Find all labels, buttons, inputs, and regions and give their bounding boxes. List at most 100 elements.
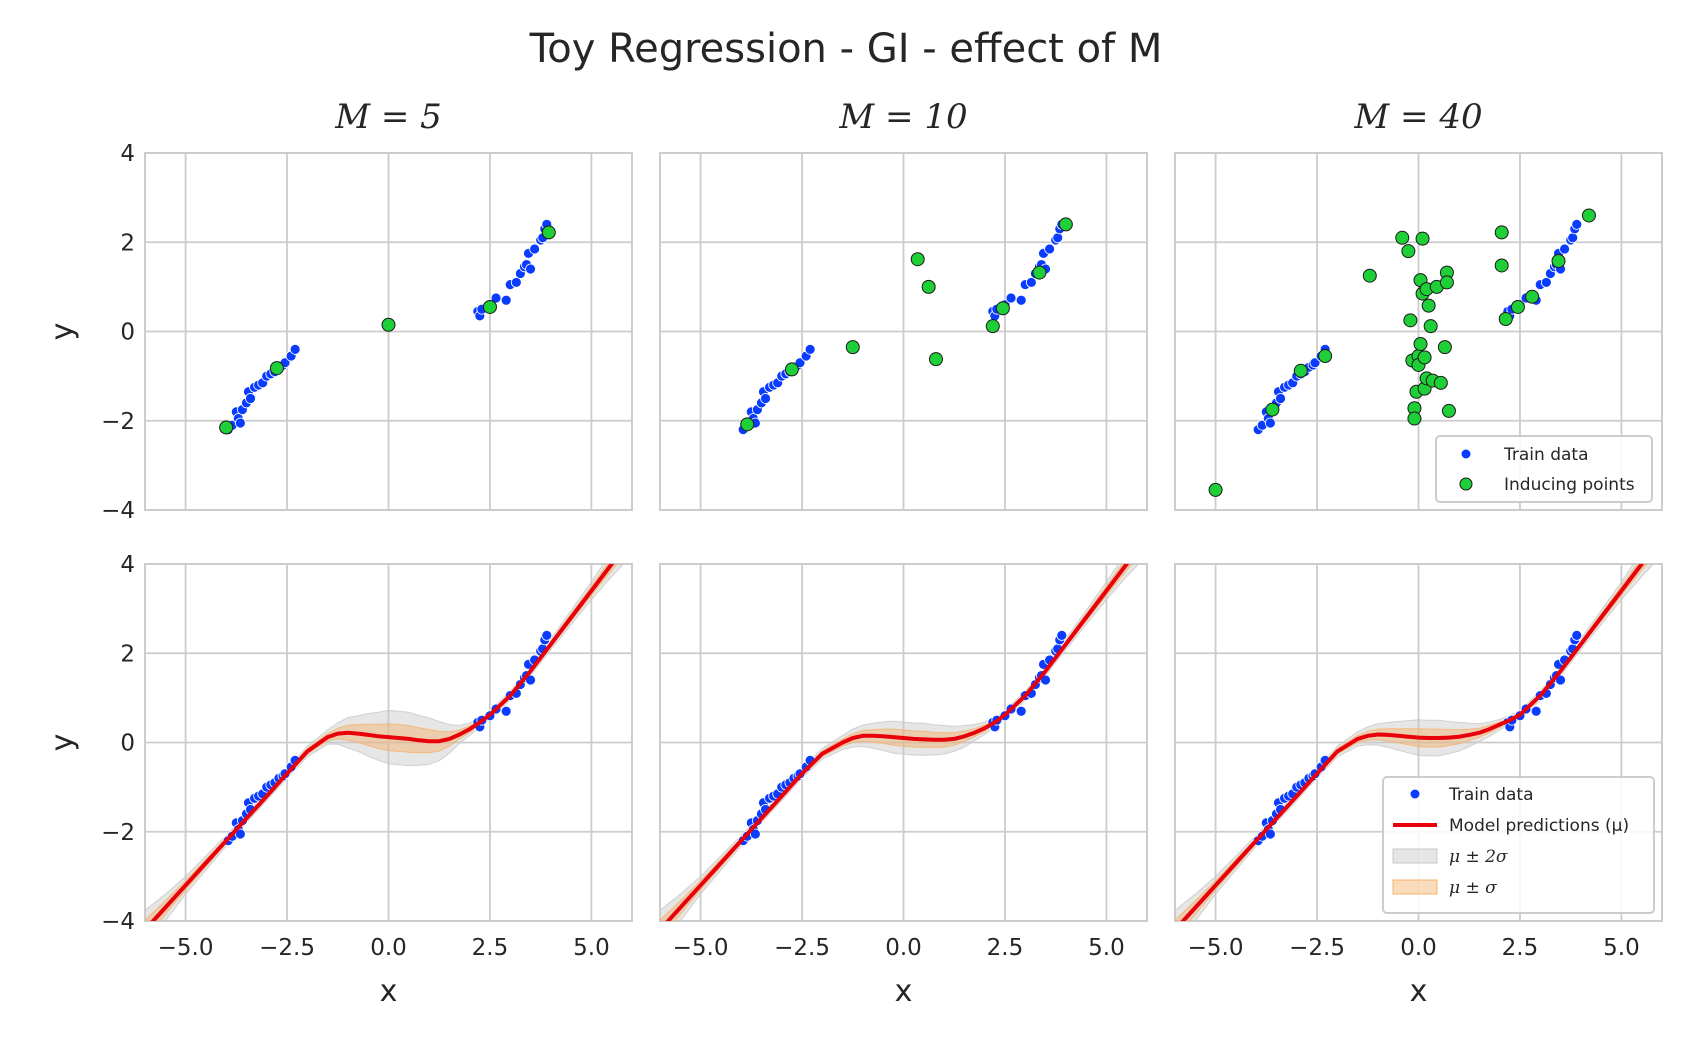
chart-5-prediction-line (1180, 564, 1645, 921)
chart-2-inducing-point-6 (1401, 244, 1416, 259)
chart-2-inducing-point-7 (1403, 313, 1418, 328)
chart-4-band-2sigma (660, 564, 1140, 921)
chart-0-spines (144, 152, 633, 511)
chart-2-inducing-point-10 (1407, 411, 1422, 426)
chart-5-spines (1174, 563, 1663, 922)
chart-0-train-point-33 (529, 243, 540, 255)
chart-5-legend-train-marker (1410, 789, 1420, 799)
chart-2-train-point-17 (1309, 357, 1321, 369)
chart-0-inducing-point-1 (269, 361, 284, 376)
chart-1-train-point-8 (760, 393, 771, 404)
chart-4-xtick-1: −2.5 (774, 935, 830, 961)
chart-4-xtick-3: 2.5 (987, 935, 1024, 961)
chart-4-plot-area (660, 564, 1140, 921)
chart-5-xtick-2: 0.0 (1400, 935, 1437, 961)
chart-1-inducing-point-3 (910, 252, 925, 267)
chart-1-train-point-24 (1005, 292, 1017, 304)
chart-2-inducing-point-4 (1362, 268, 1377, 283)
chart-4-xtick-4: 5.0 (1088, 935, 1125, 961)
chart-2-inducing-point-2 (1293, 363, 1308, 378)
chart-3-xlabel: x (380, 974, 398, 1009)
chart-5-legend-band1-marker (1392, 879, 1438, 895)
chart-2-train-point-27 (1540, 277, 1552, 288)
chart-0-ytick-0: −4 (101, 498, 135, 524)
chart-3-xtick-4: 5.0 (573, 935, 610, 961)
chart-5-band-1sigma (1175, 564, 1648, 921)
chart-1-train-point-27 (1025, 277, 1037, 288)
chart-2-inducing-point-17 (1415, 231, 1430, 246)
chart-5-xtick-3: 2.5 (1502, 935, 1539, 961)
chart-3-xtick-1: −2.5 (259, 935, 315, 961)
chart-5-xtick-0: −5.0 (1188, 935, 1244, 961)
chart-2-legend-train-marker (1461, 449, 1471, 459)
chart-0-train-point-27 (510, 277, 522, 288)
chart-0-train-point-4 (234, 417, 246, 429)
chart-1-inducing-point-1 (784, 362, 799, 377)
chart-2-inducing-point-5 (1395, 230, 1410, 245)
chart-1-inducing-point-5 (928, 352, 943, 367)
chart-2-panel: M = 40 Train data Inducing points (1174, 97, 1663, 511)
chart-1-inducing-point-0 (740, 417, 755, 432)
chart-1-inducing-point-8 (1032, 265, 1047, 280)
chart-2-plot-area (1208, 208, 1596, 497)
figure-title: Toy Regression - GI - effect of M (529, 26, 1163, 72)
chart-0-train-point-32 (525, 263, 536, 275)
chart-2-train-point-4 (1264, 417, 1276, 429)
chart-3-plot-area (145, 564, 625, 921)
chart-2-inducing-point-29 (1439, 275, 1454, 290)
chart-1-inducing-point-6 (985, 319, 1000, 334)
chart-1-train-point-17 (794, 357, 806, 369)
chart-5-train-point-25 (1530, 705, 1542, 717)
chart-2-inducing-point-0 (1208, 482, 1223, 497)
chart-5-legend: Train data Model predictions (μ) μ ± 2σ μ ±… (1382, 776, 1655, 914)
chart-4-spines (659, 563, 1148, 922)
chart-0-inducing-point-0 (219, 420, 234, 435)
chart-0-ytick-3: 2 (120, 230, 135, 256)
chart-1-train-point-35 (1052, 232, 1064, 244)
chart-3-xtick-3: 2.5 (472, 935, 509, 961)
chart-5-plot-area (1175, 564, 1655, 921)
chart-5-legend-box (1382, 776, 1655, 914)
chart-5-xlabel: x (1410, 974, 1428, 1009)
chart-2-train-point-8 (1275, 393, 1286, 404)
chart-0-ytick-4: 4 (120, 141, 135, 167)
chart-3-panel: −4 −2 0 2 4 −5.0 −2.5 0.0 2.5 5.0 y x (45, 552, 633, 1009)
chart-2-inducing-point-32 (1494, 258, 1509, 273)
chart-1-plot-area (737, 217, 1073, 436)
chart-2-inducing-point-37 (1581, 208, 1596, 223)
chart-1-train-point-33 (1044, 243, 1055, 255)
chart-0-ylabel: y (45, 323, 80, 341)
chart-3-band-1sigma (145, 564, 618, 921)
chart-5-legend-train-label: Train data (1448, 785, 1534, 805)
chart-2-inducing-point-23 (1423, 319, 1438, 334)
chart-1-inducing-point-2 (845, 340, 860, 355)
chart-0-ytick-2: 0 (120, 320, 135, 346)
chart-0-ytick-1: −2 (101, 409, 135, 435)
chart-4-xtick-0: −5.0 (673, 935, 729, 961)
chart-2-inducing-point-26 (1433, 375, 1448, 390)
chart-1-train-point-25 (1015, 294, 1027, 306)
chart-4-prediction-line (665, 564, 1130, 921)
chart-2-inducing-point-33 (1498, 312, 1513, 327)
chart-2-legend-train-label: Train data (1503, 445, 1589, 465)
chart-2-title: M = 40 (1353, 97, 1482, 137)
chart-0-inducing-point-3 (482, 299, 497, 314)
chart-1-inducing-point-9 (1058, 217, 1073, 232)
chart-2-train-point-35 (1567, 232, 1579, 244)
chart-3-ytick-2: 0 (120, 731, 135, 757)
chart-3-ytick-3: 2 (120, 641, 135, 667)
chart-3-band-2sigma (145, 564, 625, 921)
chart-4-xlabel: x (895, 974, 913, 1009)
chart-4-band-1sigma (660, 564, 1133, 921)
chart-4-panel: −5.0 −2.5 0.0 2.5 5.0 x (659, 563, 1148, 1009)
chart-0-title: M = 5 (334, 97, 442, 137)
chart-3-spines (144, 563, 633, 922)
chart-5-panel: −5.0 −2.5 0.0 2.5 5.0 x Train data Model predic… (1174, 563, 1663, 1009)
chart-5-xtick-4: 5.0 (1603, 935, 1640, 961)
chart-5-legend-band2-label: μ ± 2σ (1449, 847, 1508, 867)
chart-0-train-point-19 (289, 343, 301, 355)
chart-2-inducing-point-22 (1421, 298, 1436, 313)
chart-1-train-point-19 (804, 343, 816, 355)
chart-3-ytick-0: −4 (101, 909, 135, 935)
chart-5-train-point-4 (1264, 828, 1276, 840)
